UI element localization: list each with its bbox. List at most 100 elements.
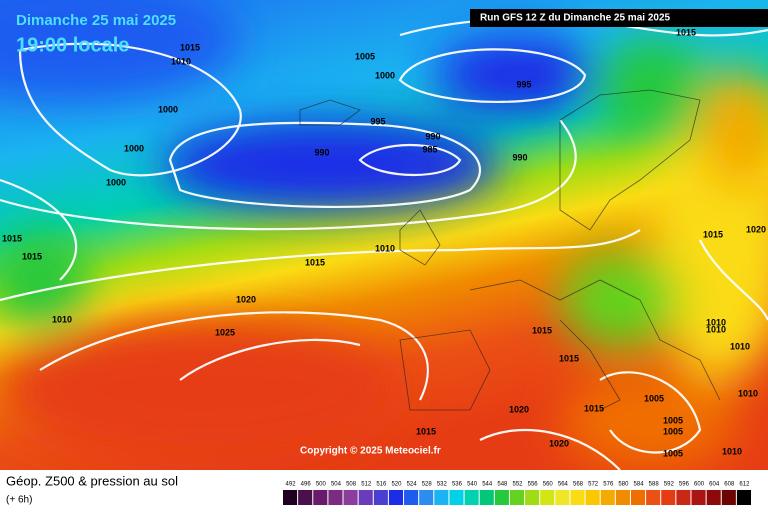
colorbar-swatch [373,490,388,505]
colorbar-label: 596 [679,482,690,488]
colorbar-label: 512 [361,482,372,488]
colorbar-swatch [298,490,313,505]
colorbar-label: 536 [452,482,463,488]
run-info: Run GFS 12 Z du Dimanche 25 mai 2025 [480,13,671,24]
colorbar-label: 576 [603,482,614,488]
isobar-label: 995 [370,116,385,126]
colorbar-label: 500 [316,482,327,488]
colorbar-label: 548 [497,482,508,488]
isobar-label: 1015 [2,233,22,243]
isobar-label: 1015 [559,353,579,363]
colorbar-swatch [570,490,585,505]
colorbar-swatch [449,490,464,505]
isobar-label: 1005 [663,415,683,425]
isobar-label: 990 [314,147,329,157]
colorbar-swatch [736,490,751,505]
isobar-label: 1005 [355,51,375,61]
isobar-label: 1020 [746,224,766,234]
colorbar-swatch [464,490,479,505]
colorbar: 492 496 500 504 508 512 516 520 524 528 532 536 540 5… [283,482,751,505]
colorbar-label: 524 [407,482,418,488]
colorbar-label: 520 [391,482,402,488]
isobar-label: 1015 [22,251,42,261]
isobar-label: 1005 [663,426,683,436]
copyright: Copyright © 2025 Meteociel.fr [300,446,441,457]
isobar-label: 1015 [180,42,200,52]
colorbar-swatch [691,490,706,505]
colorbar-swatch [525,490,540,505]
isobar-label: 1015 [703,229,723,239]
colorbar-swatch [388,490,404,505]
colorbar-label: 528 [422,482,433,488]
isobar-label: 1015 [305,257,325,267]
colorbar-swatch [721,490,736,505]
colorbar-label: 556 [528,482,539,488]
colorbar-label: 584 [634,482,645,488]
isobar-label: 1005 [663,448,683,458]
isobar-label: 1015 [584,403,604,413]
footer-title: Géop. Z500 & pression au sol [6,473,178,488]
colorbar-label: 592 [664,482,675,488]
colorbar-swatch [555,490,570,505]
footer-step: (+ 6h) [6,495,32,506]
colorbar-label: 504 [331,482,342,488]
colorbar-swatch [358,490,373,505]
colorbar-label: 496 [301,482,312,488]
colorbar-swatch [540,490,555,505]
isobar-label: 1010 [375,243,395,253]
colorbar-swatch [706,490,721,505]
isobar-label: 1010 [706,317,726,327]
colorbar-label: 508 [346,482,357,488]
colorbar-label: 604 [709,482,720,488]
colorbar-swatch [479,490,494,505]
isobar-label: 1010 [722,446,742,456]
colorbar-label: 552 [512,482,523,488]
isobar-label: 1020 [236,294,256,304]
colorbar-swatch [343,490,358,505]
isobar-label: 995 [516,79,531,89]
colorbar-label: 492 [286,482,297,488]
colorbar-swatch [434,490,449,505]
colorbar-label: 588 [649,482,660,488]
colorbar-swatch [494,490,509,505]
colorbar-label: 516 [376,482,387,488]
colorbar-label: 532 [437,482,448,488]
colorbar-swatch [313,490,328,505]
colorbar-label: 572 [588,482,599,488]
colorbar-swatch [509,490,525,505]
isobar-label: 1010 [738,388,758,398]
colorbar-label: 612 [739,482,750,488]
colorbar-label: 600 [694,482,705,488]
isobar-label: 1015 [676,27,696,37]
colorbar-swatch [646,490,661,505]
isobar-label: 1015 [532,325,552,335]
colorbar-label: 580 [618,482,629,488]
isobar-label: 990 [512,152,527,162]
colorbar-swatch [661,490,676,505]
colorbar-label: 608 [724,482,735,488]
isobar-label: 1000 [158,104,178,114]
map-time: 19:00 locale [16,34,129,56]
colorbar-swatch [419,490,434,505]
colorbar-swatch [630,490,646,505]
colorbar-swatch [585,490,600,505]
isobar-label: 1005 [644,393,664,403]
isobar-label: 1020 [549,438,569,448]
isobar-label: 1010 [706,324,726,334]
isobar-label: 1015 [416,426,436,436]
isobar-label: 1000 [124,143,144,153]
isobar-label: 1010 [171,56,191,66]
isobar-label: 1010 [52,314,72,324]
colorbar-label: 560 [543,482,554,488]
isobar-label: 1025 [215,327,235,337]
isobar-label: 1000 [375,70,395,80]
isobar-label: 1010 [730,341,750,351]
colorbar-swatch [328,490,343,505]
colorbar-swatch [283,490,298,505]
colorbar-swatch [676,490,691,505]
colorbar-label: 568 [573,482,584,488]
isobar-label: 1000 [106,177,126,187]
